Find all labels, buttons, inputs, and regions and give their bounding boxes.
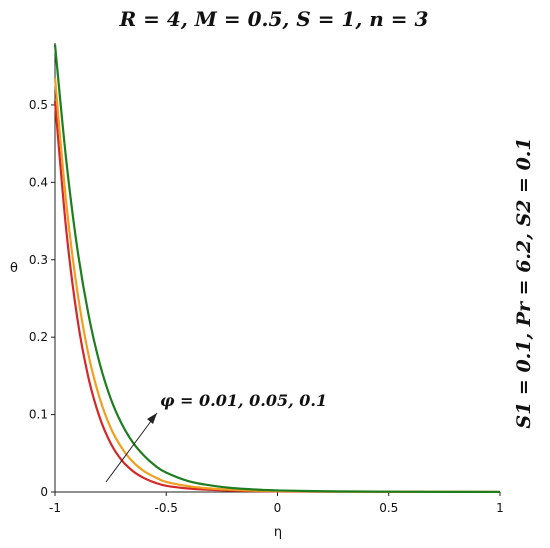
series-line-2 [53,77,501,494]
series-layer [53,44,501,494]
annotation-arrow-head [147,413,157,424]
series-line-3 [53,44,501,494]
x-tick-label: 1 [496,501,504,515]
x-tick-label: -1 [49,501,61,515]
y-tick-label: 0.1 [29,408,48,422]
annotation-layer: φ = 0.01, 0.05, 0.1 [105,391,327,483]
y-tick-label: 0.4 [29,175,48,189]
y-tick-label: 0.5 [29,98,48,112]
series-line-1 [53,100,501,494]
side-label: S1 = 0.1, Pr = 6.2, S2 = 0.1 [513,137,535,428]
y-axis-label: θ [10,261,18,276]
y-tick-label: 0 [40,485,48,499]
axes: -1 -0.5 0 0.5 1 0 0.1 0.2 0.3 0.4 0.5 [29,43,504,515]
x-tick-label: -0.5 [155,501,178,515]
y-tick-label: 0.2 [29,330,48,344]
y-tick-label: 0.3 [29,253,48,267]
chart-title: R = 4, M = 0.5, S = 1, n = 3 [119,7,429,31]
x-tick-label: 0 [274,501,282,515]
annotation-text: φ = 0.01, 0.05, 0.1 [160,391,327,410]
annotation-arrow-shaft [105,412,158,483]
x-tick-label: 0.5 [379,501,398,515]
x-axis-label: η [274,525,282,540]
